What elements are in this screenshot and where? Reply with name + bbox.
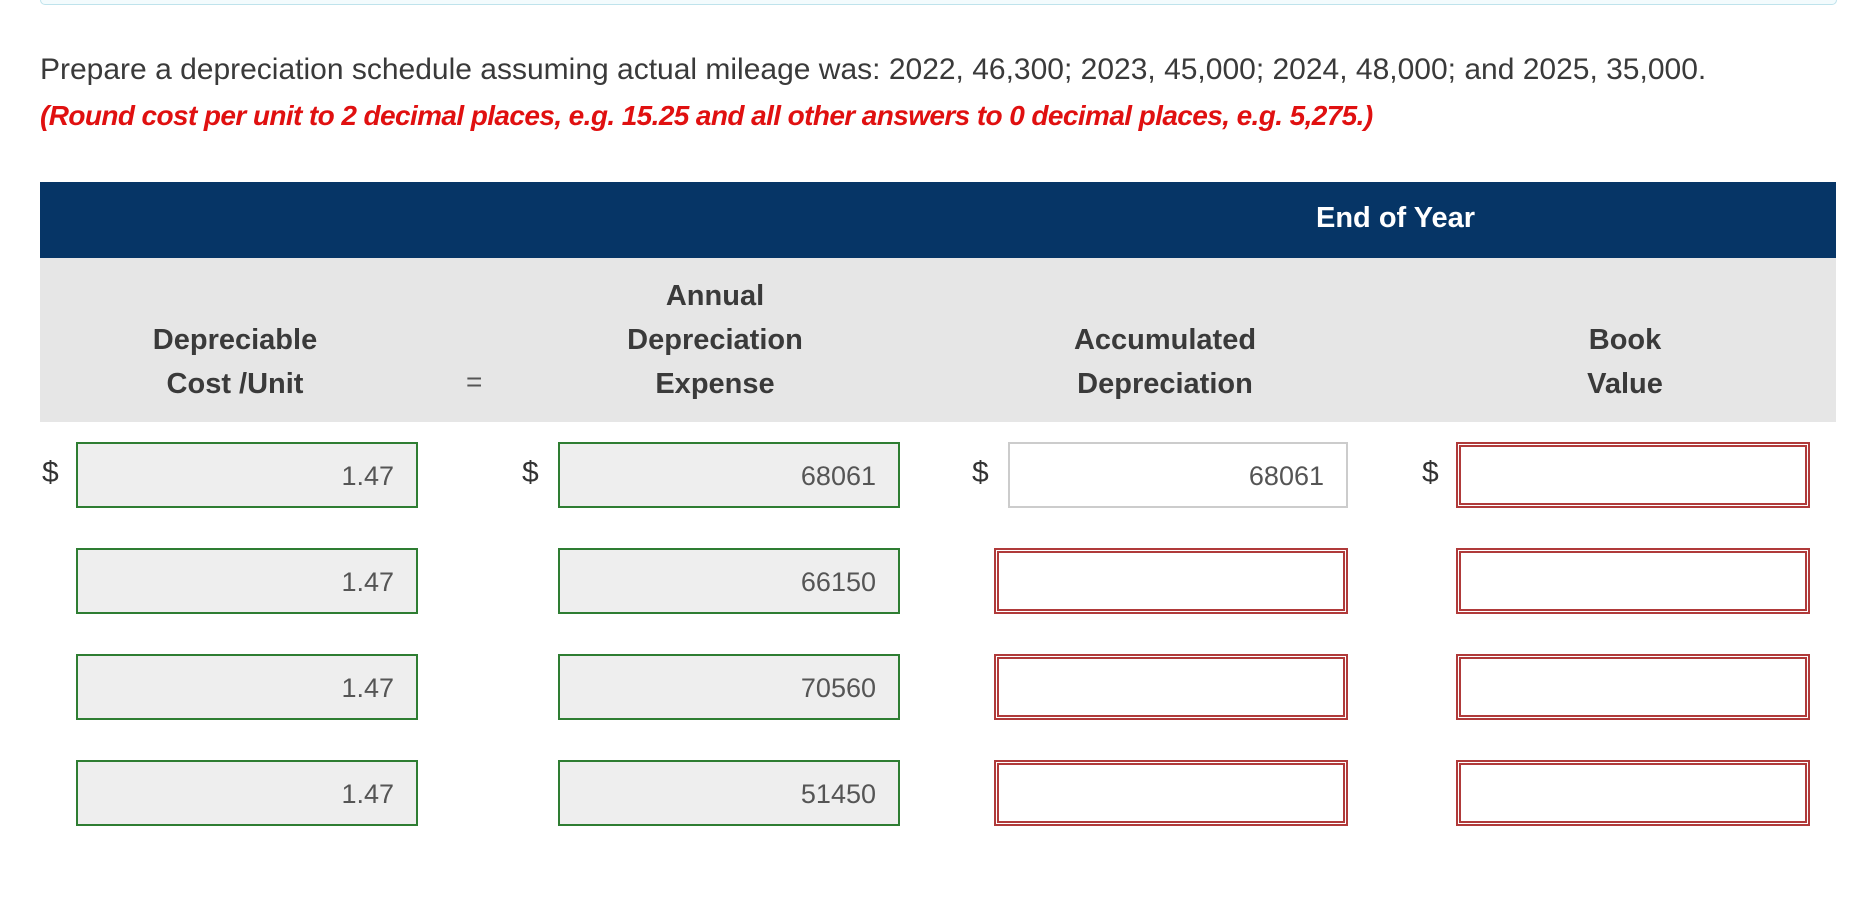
rounding-instruction: (Round cost per unit to 2 decimal places…: [40, 100, 1373, 131]
book-value-header: Book Value: [1500, 318, 1750, 406]
currency-symbol: $: [1422, 456, 1439, 489]
cost-per-unit-input[interactable]: 1.47: [76, 442, 418, 508]
annual-depreciation-input[interactable]: 66150: [558, 548, 900, 614]
header-line: Expense: [655, 368, 775, 400]
cost-per-unit-input[interactable]: 1.47: [76, 760, 418, 826]
currency-symbol: $: [522, 456, 539, 489]
header-line: Book: [1588, 324, 1662, 356]
cost-per-unit-input[interactable]: 1.47: [76, 654, 418, 720]
depreciable-cost-unit-header: Depreciable Cost /Unit: [110, 318, 360, 406]
annual-depreciation-input[interactable]: 51450: [558, 760, 900, 826]
book-value-input[interactable]: [1456, 654, 1810, 720]
accumulated-depreciation-input[interactable]: [994, 548, 1348, 614]
end-of-year-header: End of Year: [1316, 202, 1476, 234]
cost-per-unit-input[interactable]: 1.47: [76, 548, 418, 614]
header-line: Accumulated: [1073, 324, 1257, 356]
book-value-input[interactable]: [1456, 760, 1810, 826]
accumulated-depreciation-header: Accumulated Depreciation: [1040, 318, 1290, 406]
header-line: Annual: [665, 280, 765, 312]
annual-depreciation-input[interactable]: 70560: [558, 654, 900, 720]
table-header-bar: [40, 182, 1836, 258]
question-text: Prepare a depreciation schedule assuming…: [40, 53, 1707, 86]
column-header-bar: [40, 258, 1836, 422]
currency-symbol: $: [972, 456, 989, 489]
accumulated-depreciation-input[interactable]: [994, 760, 1348, 826]
annual-depreciation-expense-header: Annual Depreciation Expense: [590, 274, 840, 406]
header-line: Depreciable: [152, 324, 318, 356]
annual-depreciation-input[interactable]: 68061: [558, 442, 900, 508]
header-line: Depreciation: [627, 324, 803, 356]
top-panel-border: [40, 0, 1837, 5]
header-line: Value: [1587, 368, 1663, 400]
header-line: Depreciation: [1077, 368, 1253, 400]
header-line: Cost /Unit: [166, 368, 304, 400]
currency-symbol: $: [42, 456, 59, 489]
accumulated-depreciation-input[interactable]: 68061: [1008, 442, 1348, 508]
equals-sign: =: [466, 366, 483, 397]
accumulated-depreciation-input[interactable]: [994, 654, 1348, 720]
book-value-input[interactable]: [1456, 548, 1810, 614]
book-value-input[interactable]: [1456, 442, 1810, 508]
